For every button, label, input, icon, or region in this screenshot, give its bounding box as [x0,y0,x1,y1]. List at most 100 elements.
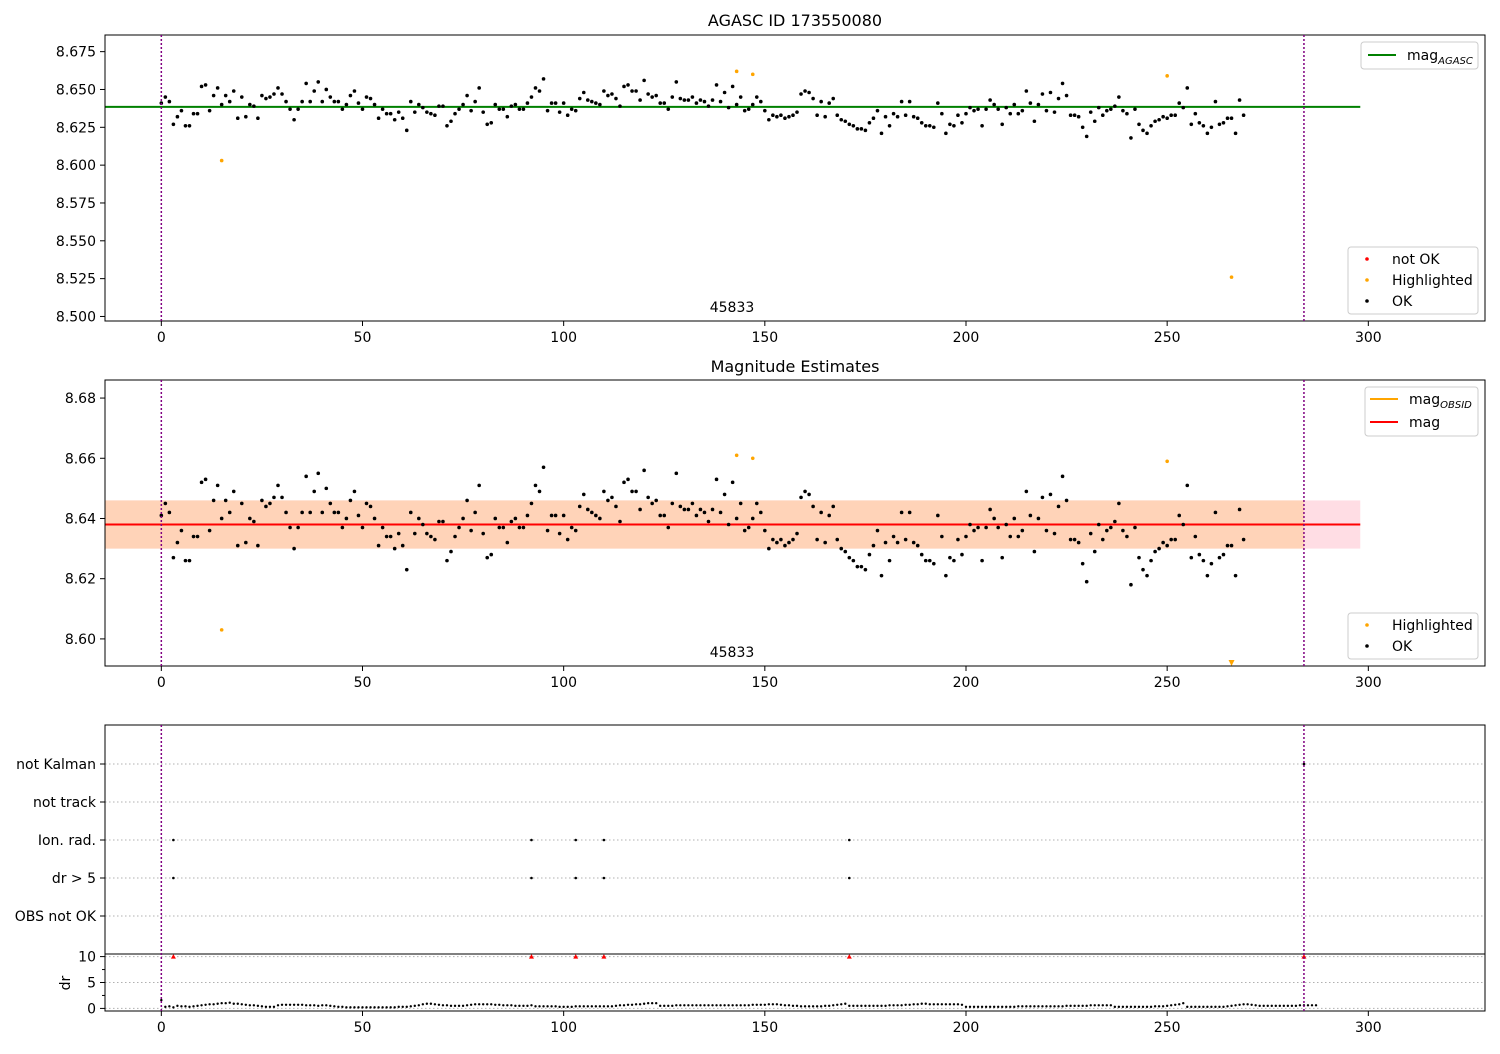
ok-point [505,114,510,119]
ok-point [549,513,554,518]
ok-point [171,122,176,127]
ok-point [1024,89,1029,93]
ok-point [1197,120,1202,125]
dr-point [940,1003,944,1006]
ok-point [1109,107,1113,111]
ok-point [1052,110,1057,114]
x-tick-label: 0 [157,330,166,346]
ok-point [320,99,325,104]
ok-point [1060,474,1065,479]
ok-point [501,107,506,111]
ok-point [988,98,992,102]
ok-point [292,546,296,551]
ok-point [839,546,844,551]
dr-point [920,1002,923,1005]
dr-point [522,1004,525,1008]
ok-point [437,104,441,108]
dr-point [1310,1004,1314,1007]
dr-point [469,1003,473,1006]
ok-point [296,107,300,111]
ok-point [537,89,542,93]
x-tick-label: 0 [157,1020,166,1036]
ok-point [489,120,494,125]
dr-point [490,1003,493,1006]
ok-point [537,489,542,494]
ok-point [835,113,840,118]
ok-point [1241,113,1246,118]
dr-point [900,1004,903,1007]
ok-point [308,99,312,104]
ok-point [521,107,526,111]
ok-point [754,501,759,506]
ok-point [863,128,868,133]
ok-point [1197,552,1202,557]
ok-point [722,90,727,95]
ok-point [304,474,308,479]
dr-point [550,1005,553,1008]
dr-point [675,1004,678,1007]
p2-legend-mag-obsid-label: magOBSID [1409,392,1472,411]
ok-point [368,96,373,101]
ok-point [364,501,369,506]
dr-point [960,1003,964,1006]
ok-point [388,111,393,116]
ok-point [602,489,606,494]
ok-point [783,543,787,548]
p1-legend-mag-agasc-label: magAGASC [1407,48,1473,67]
ok-point [187,123,192,128]
dr-point [1169,1004,1173,1007]
ok-point [1028,513,1033,518]
ok-point [710,98,715,102]
ok-point [923,558,928,563]
ok-point [883,114,888,119]
dr-point [1037,1005,1040,1008]
p1-frame [104,34,1486,322]
ok-point [871,116,876,121]
ok-point [235,543,240,548]
dr-point [208,1003,211,1006]
dr-point [325,1004,328,1007]
ok-point [879,573,884,578]
ok-point [750,516,755,521]
ok-point [867,120,872,125]
dr-point [457,1004,461,1008]
dr-point [1298,1004,1302,1007]
ok-point [1056,96,1061,101]
ok-point [658,101,663,105]
ok-point [517,525,522,530]
dr-point [345,1006,348,1009]
ok-point [1217,555,1222,560]
ok-point [960,552,964,557]
dr-point [836,1003,839,1006]
dr-point [586,1005,589,1008]
ok-point [533,483,538,488]
ok-point [952,123,956,128]
highlighted-clipped-marker [1228,660,1235,666]
ok-point [851,123,856,128]
dr-clipped-marker [1301,954,1307,959]
ok-point [1105,108,1109,113]
ok-point [421,522,425,527]
ok-point [1105,528,1109,533]
ok-point [324,486,329,491]
ok-point [944,573,948,578]
flag-point [1302,762,1306,766]
ok-point [654,498,658,503]
ok-point [332,510,337,515]
flags-panel: not Kalman not track Ion. rad. dr > 5 OBS no… [15,757,1485,925]
dr-point [385,1006,388,1009]
ok-point [1088,531,1093,536]
ok-point [244,114,248,119]
ok-point [1100,537,1105,542]
ok-point [851,558,856,563]
ok-point [372,102,377,107]
ok-point [638,507,642,512]
ok-point [163,95,168,99]
dr-point [1238,1003,1241,1006]
dr-point [723,1004,726,1007]
dr-point [192,1005,195,1008]
ok-point [791,537,795,542]
ok-point [682,98,687,102]
ok-point [803,89,807,93]
ok-point [557,110,562,114]
